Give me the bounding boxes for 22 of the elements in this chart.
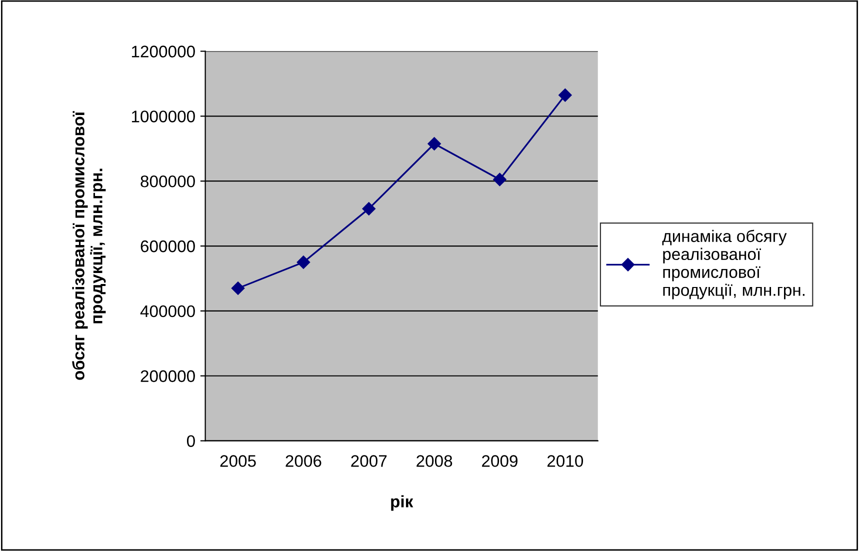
- x-tick-label: 2008: [416, 455, 452, 467]
- y-tick-label: 400000: [140, 305, 195, 318]
- point: [493, 172, 506, 186]
- y-tick-label: 800000: [140, 175, 195, 188]
- point: [231, 282, 245, 295]
- x-tick-label: 2006: [286, 455, 322, 467]
- x-tick-label: 2010: [547, 455, 584, 467]
- x-tick-label: 2007: [351, 455, 387, 467]
- x-axis-title: рік: [391, 495, 414, 511]
- y-tick-label: 1200000: [132, 46, 195, 58]
- y-axis-title: обсяг реалізованої промислової продукції, млн.грн.: [72, 111, 106, 380]
- x-tick-label: 2005: [220, 455, 256, 467]
- point: [428, 137, 441, 150]
- y-tick-label: 200000: [140, 370, 195, 382]
- point: [558, 88, 572, 102]
- x-tick-label: 2009: [482, 455, 518, 467]
- point: [362, 202, 376, 216]
- y-tick-label: 0: [186, 435, 195, 448]
- y-tick-label: 600000: [140, 240, 195, 252]
- legend-label: динаміка обсягу реалізованої промислової продукції, млн.грн.: [662, 230, 804, 300]
- point: [296, 256, 310, 269]
- y-tick-label: 1000000: [132, 110, 195, 122]
